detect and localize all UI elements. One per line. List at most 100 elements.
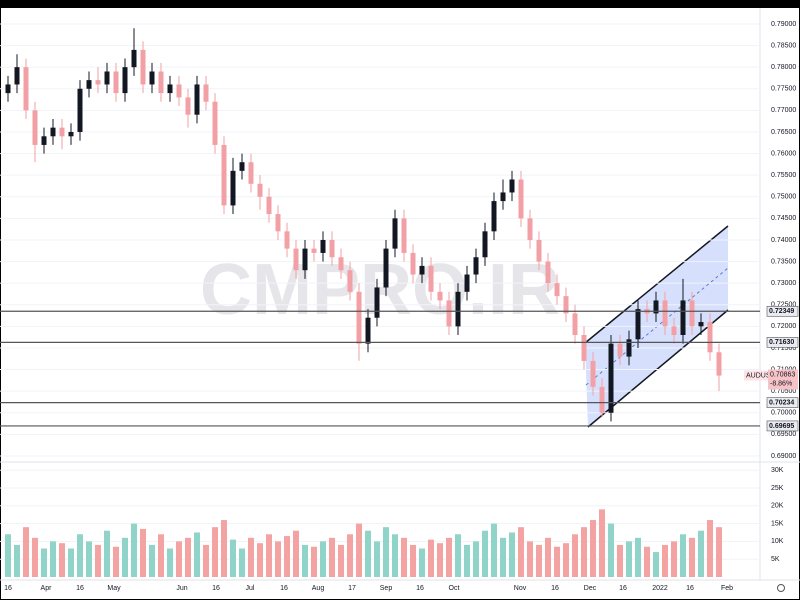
level-label: 0.69695 [769,423,794,430]
volume-bar [545,537,551,577]
candle-body [626,339,632,357]
y-tick-label: 0.70500 [771,388,796,395]
candle-body [293,248,299,271]
candle-body [482,231,488,258]
candle-body [671,326,677,336]
volume-bar [464,544,470,577]
candle-body [86,80,92,89]
candle-body [347,270,353,292]
time-label: Dec [584,585,597,592]
candle-body [473,257,479,275]
candle-body [365,317,371,344]
candle-body [185,97,191,115]
candle-body [176,84,182,98]
candle-body [14,67,20,85]
time-label: 16 [212,585,220,592]
volume-bar [599,509,605,577]
candle-body [410,252,416,275]
volume-bar [392,534,398,577]
candle-body [608,343,614,413]
candle-body [554,283,560,297]
candle-body [401,218,407,253]
volume-bar [428,539,434,577]
top-border [0,0,800,8]
candle-body [527,218,533,240]
y-tick-label: 0.69000 [771,453,796,460]
candle-body [140,49,146,85]
volume-bar [554,546,560,577]
candle-body [77,88,83,132]
time-label: Jun [176,585,187,592]
volume-bar [680,534,686,577]
volume-bar [230,539,236,577]
candle-body [23,67,29,111]
candle-body [617,343,623,357]
level-tag [766,305,799,317]
volume-bar [446,537,452,577]
candle-body [302,248,308,271]
volume-bar [248,537,254,577]
y-tick-label: 0.72500 [771,302,796,309]
volume-bar [203,544,209,577]
candle-body [662,300,668,327]
candle-body [212,101,218,145]
volume-bar [419,548,425,577]
candle-body [455,291,461,327]
channel-top [584,225,729,344]
candle-body [356,291,362,344]
volume-bar [608,523,614,577]
volume-bar [194,532,200,577]
time-label: Sep [380,585,393,592]
y-tick-label: 0.70000 [771,410,796,417]
time-label: 16 [4,585,12,592]
candle-body [437,291,443,301]
volume-bar [374,541,380,577]
volume-bar [590,520,596,577]
volume-bar [671,541,677,577]
volume-bar [320,541,326,577]
settings-icon[interactable] [777,584,785,592]
watermark: CMPRO.IR [200,250,560,330]
volume-bar [563,543,569,577]
y-tick-label: 0.77000 [771,107,796,114]
level-label: 0.70234 [769,399,794,406]
y-tick-label: 0.72000 [771,323,796,330]
volume-bar [50,541,56,577]
volume-bar [302,544,308,577]
y-tick-label: 0.75500 [771,172,796,179]
volume-bar [518,527,524,577]
candle-body [104,71,110,85]
volume-bar [257,543,263,577]
volume-bar [482,530,488,577]
candle-body [158,71,164,94]
volume-bar [5,534,11,577]
volume-bar [212,527,218,577]
volume-bar [293,530,299,577]
time-label: 2022 [652,585,668,592]
volume-bar [221,520,227,577]
volume-bar [311,546,317,577]
candle-body [572,313,578,336]
volume-bar [581,527,587,577]
volume-bar [509,532,515,577]
volume-bar [401,537,407,577]
volume-bar [284,536,290,577]
candle-body [590,360,596,387]
candle-body [689,300,695,327]
volume-tick-label: 5K [771,556,780,563]
candle-body [509,179,515,193]
volume-bar [95,544,101,577]
y-tick-label: 0.74000 [771,237,796,244]
time-label: 16 [686,585,694,592]
y-tick-label: 0.73500 [771,258,796,265]
y-tick-label: 0.78500 [771,42,796,49]
y-tick-label: 0.76500 [771,129,796,136]
change-label: -8.86% [770,380,792,387]
candle-body [653,300,659,314]
candle-body [428,265,434,292]
volume-bar [41,548,47,577]
candle-body [680,300,686,336]
volume-bar [275,541,281,577]
volume-bar [617,544,623,577]
